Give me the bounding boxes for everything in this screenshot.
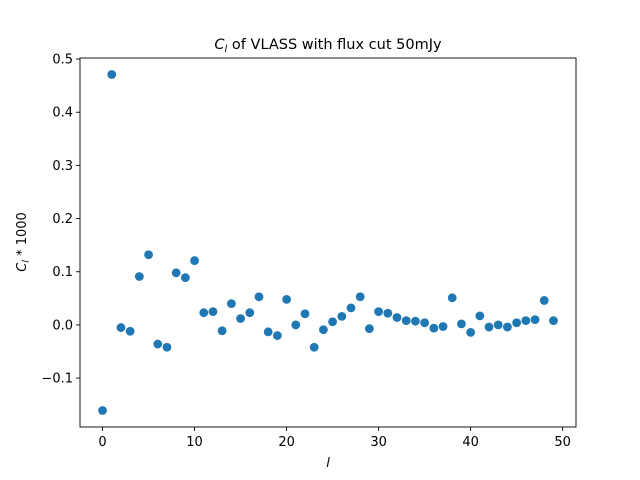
data-point: [549, 316, 558, 326]
data-point: [420, 318, 430, 328]
data-point: [226, 299, 236, 309]
data-point: [484, 322, 494, 332]
data-point: [208, 307, 218, 317]
data-point: [512, 318, 522, 328]
y-axis-ticks: −0.1 0.0 0.1 0.2 0.3 0.4 0.5: [41, 53, 80, 387]
data-point: [365, 324, 374, 334]
data-point: [125, 326, 135, 336]
data-point: [134, 272, 144, 281]
y-tick-label: 0.0: [52, 318, 73, 333]
data-point: [199, 308, 209, 318]
data-point: [429, 323, 439, 333]
data-point: [521, 316, 531, 326]
y-tick-label: 0.4: [52, 106, 73, 121]
data-point: [328, 317, 337, 327]
y-tick-label: 0.3: [52, 159, 73, 174]
data-point: [392, 313, 402, 322]
data-point: [300, 309, 310, 319]
data-point: [374, 307, 384, 317]
data-point: [411, 316, 420, 326]
data-point: [355, 292, 365, 302]
data-point: [466, 327, 476, 337]
data-point: [98, 406, 107, 415]
data-point: [530, 315, 540, 324]
data-point: [162, 342, 172, 352]
data-point: [254, 292, 264, 302]
x-tick-label: 30: [370, 435, 387, 450]
y-tick-label: 0.2: [52, 212, 73, 227]
data-point: [116, 323, 126, 332]
data-point: [153, 339, 163, 349]
data-point: [236, 314, 245, 323]
data-point: [337, 312, 347, 321]
data-point: [171, 268, 181, 278]
data-point: [493, 320, 503, 330]
x-axis-ticks: 0 10 20 30 40 50: [98, 427, 571, 450]
data-points: [98, 70, 558, 415]
data-point: [503, 322, 512, 332]
data-point: [346, 303, 356, 313]
x-tick-label: 20: [278, 435, 295, 450]
data-point: [438, 322, 448, 331]
x-tick-label: 0: [98, 435, 106, 450]
chart-title: Cl of VLASS with flux cut 50mJy: [214, 37, 442, 55]
data-point: [107, 70, 117, 79]
data-point: [217, 326, 227, 336]
data-point: [319, 325, 328, 335]
x-axis-label: l: [326, 456, 330, 471]
y-tick-label: 0.5: [52, 53, 73, 68]
data-point: [447, 293, 457, 303]
data-point: [272, 331, 282, 340]
data-point: [190, 256, 199, 265]
data-point: [180, 273, 190, 282]
plot-area: [79, 57, 577, 428]
x-tick-label: 10: [186, 435, 203, 450]
data-point: [401, 316, 411, 326]
data-point: [144, 250, 153, 260]
data-point: [291, 320, 301, 330]
data-point: [282, 294, 291, 304]
data-point: [309, 342, 319, 352]
data-point: [383, 308, 393, 318]
data-point: [539, 296, 549, 305]
y-tick-label: 0.1: [52, 265, 73, 280]
x-tick-label: 40: [462, 435, 479, 450]
data-point: [245, 308, 255, 318]
y-tick-label: −0.1: [41, 372, 73, 387]
data-point: [457, 319, 466, 329]
data-point: [475, 311, 485, 321]
y-axis-label: Cl * 1000: [15, 212, 32, 272]
data-point: [263, 327, 273, 337]
x-tick-label: 50: [554, 435, 571, 450]
